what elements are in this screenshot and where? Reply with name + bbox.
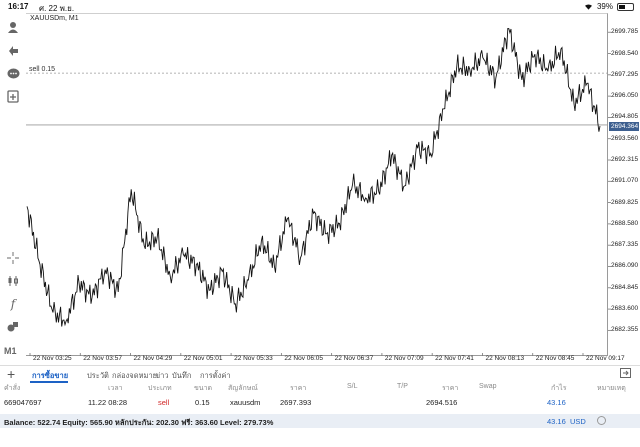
price-tick-label: 2693.560 xyxy=(611,134,639,142)
price-tick-label: 2687.335 xyxy=(611,241,639,249)
price-tick-label: 2694.805 xyxy=(611,113,639,121)
time-tick-label: 22 Nov 05:01 xyxy=(183,355,223,362)
price-tick-label: 2689.825 xyxy=(611,198,639,206)
price-tick-label: 2682.355 xyxy=(611,326,639,334)
time-tick-label: 22 Nov 07:41 xyxy=(435,355,474,362)
total-profit: 43.16 xyxy=(547,417,566,426)
objects-icon[interactable] xyxy=(5,319,21,335)
col-sl: S/L xyxy=(347,383,358,390)
col-order: คำสั่ง xyxy=(4,385,21,392)
left-toolbar: f M1 xyxy=(0,13,26,362)
time-tick-label: 22 Nov 03:25 xyxy=(33,355,72,362)
col-profit: กำไร xyxy=(551,385,567,392)
crosshair-user-icon[interactable] xyxy=(5,19,21,35)
order-line-label: sell 0.15 xyxy=(29,66,56,73)
order-current-price: 2694.516 xyxy=(426,398,458,407)
wifi-icon xyxy=(584,4,592,10)
col-type: ประเภท xyxy=(148,385,172,392)
active-tab-indicator xyxy=(30,381,68,383)
price-tick-label: 2684.845 xyxy=(611,283,639,291)
time-tick-label: 22 Nov 08:45 xyxy=(535,355,575,362)
time-tick-label: 22 Nov 03:57 xyxy=(83,355,122,362)
new-order-icon[interactable] xyxy=(5,88,21,104)
order-symbol: xauusdm xyxy=(230,398,261,407)
crosshair-icon[interactable] xyxy=(5,250,21,266)
expand-icon[interactable] xyxy=(620,368,631,381)
candles-icon[interactable] xyxy=(5,273,21,289)
price-tick-label: 2683.600 xyxy=(611,305,639,313)
status-bar: 16:17 ศ. 22 พ.ย. 39% xyxy=(0,0,640,13)
tab-journal[interactable]: บันทึก xyxy=(172,371,192,380)
price-tick-label: 2688.580 xyxy=(611,219,639,227)
tab-settings[interactable]: การตั้งค่า xyxy=(200,371,231,380)
price-tick-label: 2696.050 xyxy=(611,92,639,100)
order-open-price: 2697.393 xyxy=(280,398,312,407)
terminal-tabs: + การซื้อขาย ประวัติ กล่องจดหมาย ข่าว บั… xyxy=(0,365,640,383)
col-tp: T/P xyxy=(397,383,408,390)
time-tick-label: 22 Nov 09:17 xyxy=(586,355,625,362)
chart-frame[interactable] xyxy=(26,13,608,356)
order-size: 0.15 xyxy=(195,398,210,407)
col-symbol: สัญลักษณ์ xyxy=(228,385,258,392)
price-tick-label: 2691.070 xyxy=(611,177,639,185)
price-tick-label: 2699.785 xyxy=(611,28,639,36)
status-time: 16:17 xyxy=(8,2,29,11)
indicators-icon[interactable]: f xyxy=(10,297,16,311)
chart-title: XAUUSDm, M1 xyxy=(30,15,79,22)
col-swap: Swap xyxy=(479,383,497,390)
battery-icon xyxy=(617,2,634,11)
timeframe-label[interactable]: M1 xyxy=(4,346,17,356)
price-tick-label: 2692.315 xyxy=(611,156,639,163)
tab-news[interactable]: ข่าว xyxy=(155,371,169,380)
order-profit: 43.16 xyxy=(547,398,566,407)
price-series-line xyxy=(26,28,601,327)
price-tick-label: 2698.540 xyxy=(611,49,639,57)
col-current-price: ราคา xyxy=(442,385,459,392)
price-tick-label: 2686.090 xyxy=(611,262,639,270)
order-id: 669047697 xyxy=(4,398,42,407)
time-tick-label: 22 Nov 08:13 xyxy=(485,355,525,362)
col-size: ขนาด xyxy=(194,385,213,392)
position-row[interactable]: 669047697 11.22 08:28 sell 0.15 xauusdm … xyxy=(0,398,640,412)
account-currency: USD xyxy=(570,417,586,426)
info-icon[interactable] xyxy=(597,416,606,425)
time-tick-label: 22 Nov 05:33 xyxy=(234,355,273,362)
account-summary-text: Balance: 522.74 Equity: 565.90 หลักประกั… xyxy=(4,418,274,427)
tab-mailbox[interactable]: กล่องจดหมาย xyxy=(112,371,158,380)
col-comment: หมายเหตุ xyxy=(597,385,626,392)
col-open-price: ราคา xyxy=(290,385,307,392)
tab-trade[interactable]: การซื้อขาย xyxy=(32,371,69,380)
tab-history[interactable]: ประวัติ xyxy=(87,371,109,380)
status-right: 39% xyxy=(584,2,634,11)
trade-arrows-icon[interactable] xyxy=(5,43,21,59)
order-type: sell xyxy=(158,398,170,407)
col-time: เวลา xyxy=(108,385,123,392)
time-tick-label: 22 Nov 06:37 xyxy=(334,355,374,362)
chat-icon[interactable] xyxy=(5,66,21,82)
account-summary: Balance: 522.74 Equity: 565.90 หลักประกั… xyxy=(0,414,640,428)
battery-percent: 39% xyxy=(596,2,613,11)
time-tick-label: 22 Nov 06:05 xyxy=(284,355,324,362)
price-tick-label: 2697.295 xyxy=(611,70,639,78)
order-time: 11.22 08:28 xyxy=(88,398,128,407)
current-price-badge: 2694.364 xyxy=(609,122,639,131)
time-tick-label: 22 Nov 04:29 xyxy=(133,355,173,362)
positions-table-header: คำสั่ง เวลา ประเภท ขนาด สัญลักษณ์ ราคา S… xyxy=(0,383,640,395)
add-icon[interactable]: + xyxy=(7,366,16,382)
time-tick-label: 22 Nov 07:09 xyxy=(384,355,424,362)
status-date: ศ. 22 พ.ย. xyxy=(39,4,75,13)
